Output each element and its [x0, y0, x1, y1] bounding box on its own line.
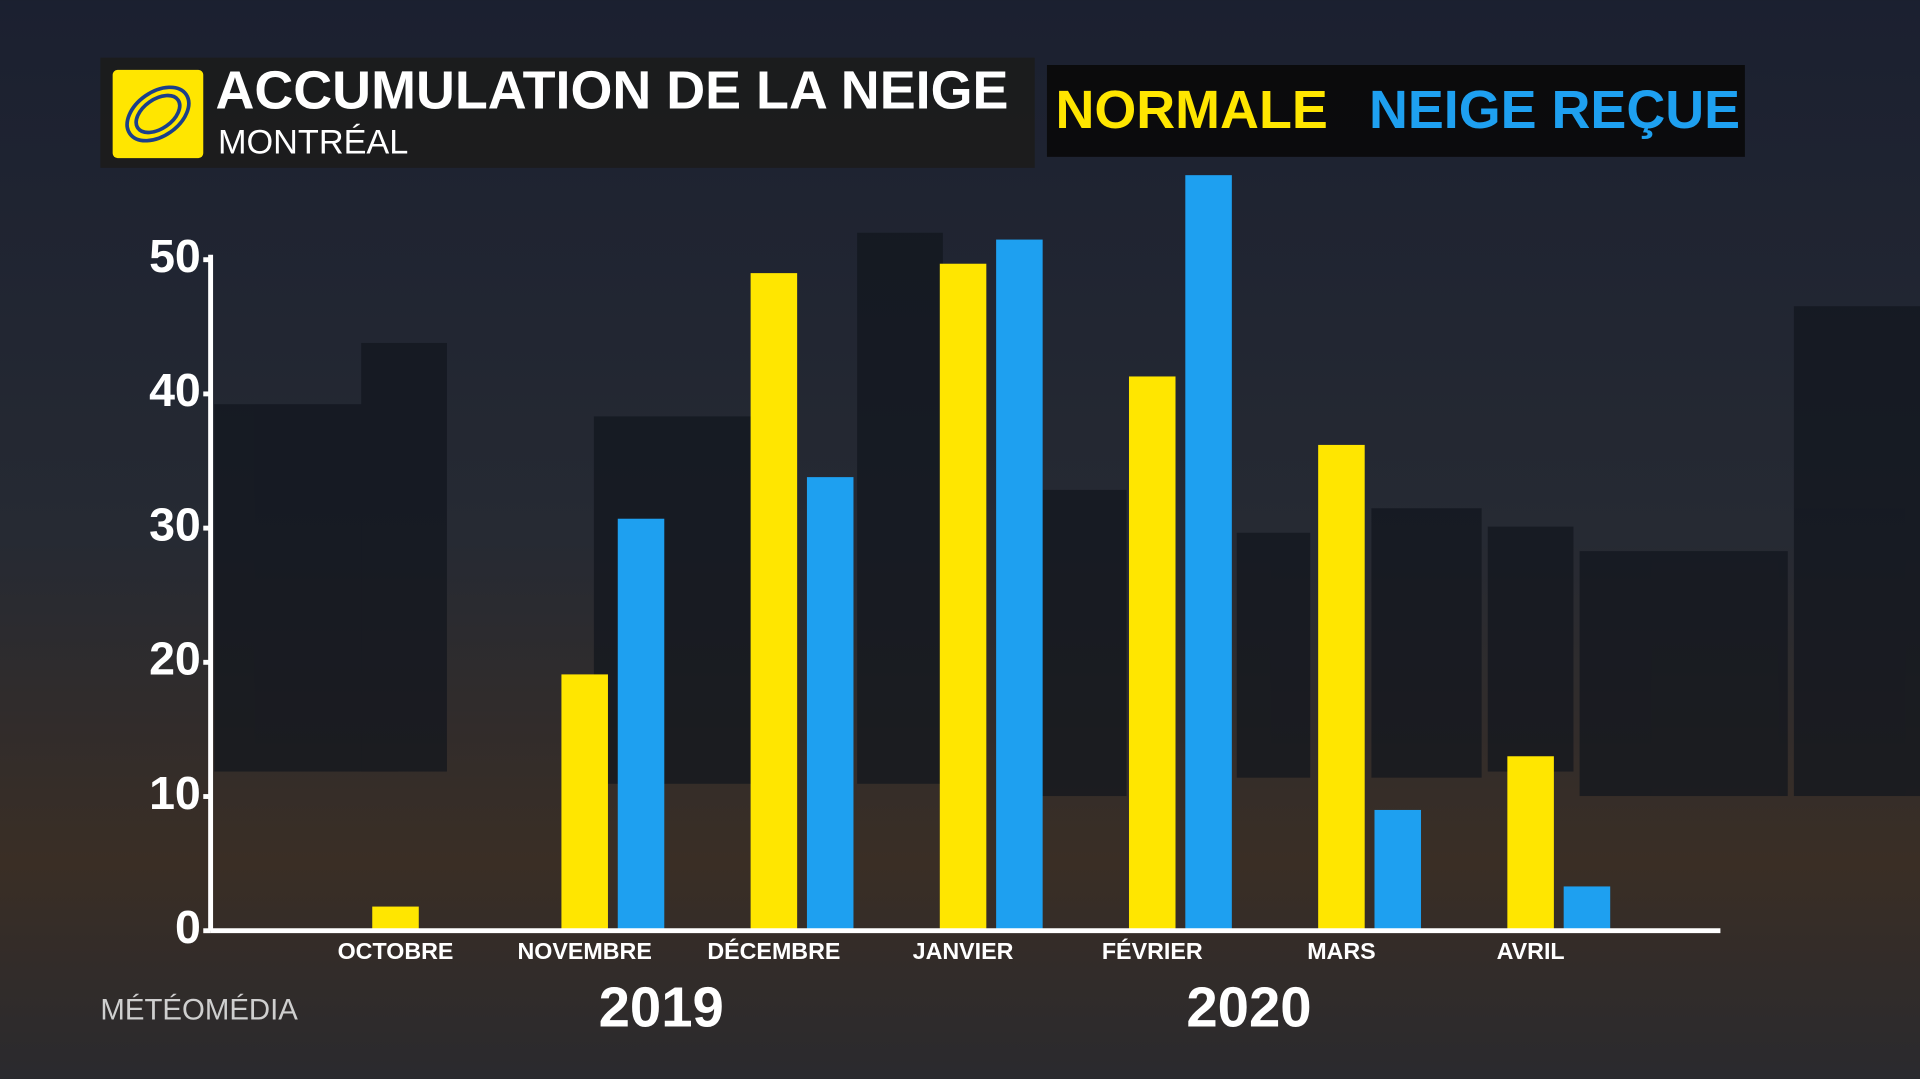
y-tick-label: 20	[149, 633, 201, 685]
x-tick-label: OCTOBRE	[338, 938, 454, 964]
bar	[806, 477, 854, 931]
bar	[1507, 756, 1554, 931]
x-tick-label: AVRIL	[1497, 938, 1565, 964]
legend-label: NORMALE	[1056, 80, 1328, 140]
logo	[112, 69, 204, 159]
bar	[617, 518, 665, 931]
title-box	[100, 57, 1035, 168]
x-tick-label: JANVIER	[913, 938, 1014, 964]
x-tick-label: NOVEMBRE	[518, 938, 652, 964]
bar	[939, 263, 987, 931]
bar	[1318, 444, 1365, 931]
bar	[372, 906, 419, 931]
bar	[1563, 886, 1611, 931]
logo-mark	[125, 85, 191, 143]
legend-box	[1046, 65, 1745, 157]
x-tick-label: MARS	[1307, 938, 1375, 964]
year-label: 2020	[1186, 975, 1311, 1038]
x-tick-label: FÉVRIER	[1102, 937, 1203, 964]
y-tick-label: 0	[175, 901, 201, 953]
bar	[996, 239, 1043, 931]
skyline	[214, 232, 1920, 797]
chart-subtitle: MONTRÉAL	[218, 123, 408, 162]
year-label: 2019	[599, 975, 724, 1038]
bar	[1185, 175, 1232, 931]
y-tick-label: 50	[149, 230, 201, 282]
legend-label: NEIGE REÇUE	[1369, 80, 1740, 140]
y-tick-label: 10	[149, 767, 201, 819]
bar	[750, 273, 798, 931]
x-tick-label: DÉCEMBRE	[707, 937, 840, 964]
chart-title: ACCUMULATION DE LA NEIGE	[216, 61, 1009, 121]
y-tick-label: 30	[149, 498, 201, 550]
y-tick-label: 40	[149, 364, 201, 416]
bar	[561, 674, 608, 931]
bar	[1128, 376, 1176, 931]
source: MÉTÉOMÉDIA	[100, 993, 298, 1026]
bar	[1374, 809, 1422, 931]
